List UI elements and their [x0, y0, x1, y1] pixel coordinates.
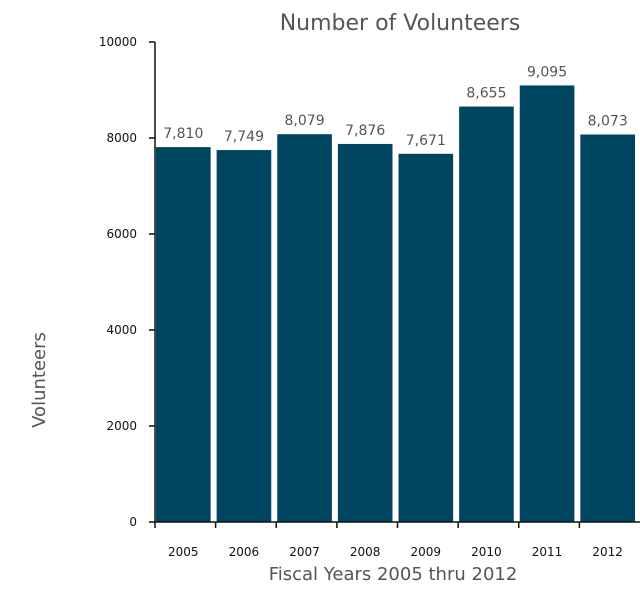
y-axis-title: Volunteers: [29, 332, 50, 428]
x-tick-label-2007: 2007: [289, 545, 320, 559]
y-axis-ticks: 0 2000 4000 6000 8000 10000: [99, 35, 155, 529]
data-label-2009: 7,671: [406, 133, 446, 149]
y-tick-label-4000: 4000: [106, 323, 137, 337]
x-tick-label-2012: 2012: [592, 545, 623, 559]
x-tick-label-2006: 2006: [229, 545, 260, 559]
data-labels: 7,810 7,749 8,079 7,876 7,671 8,655 9,095 8,073: [163, 64, 627, 148]
x-axis-title: Fiscal Years 2005 thru 2012: [269, 564, 518, 585]
x-tick-label-2008: 2008: [350, 545, 381, 559]
x-tick-label-2005: 2005: [168, 545, 199, 559]
y-tick-label-2000: 2000: [106, 419, 137, 433]
x-tick-label-2009: 2009: [411, 545, 442, 559]
data-label-2007: 8,079: [285, 113, 325, 129]
data-label-2006: 7,749: [224, 129, 264, 145]
data-label-2008: 7,876: [345, 123, 385, 139]
bar-2007: [277, 134, 332, 522]
x-tick-label-2011: 2011: [532, 545, 563, 559]
bar-2011: [519, 85, 575, 522]
bar-2008: [337, 143, 393, 522]
bar-2005: [156, 147, 211, 522]
bar-2012: [580, 134, 635, 522]
bar-2009: [398, 153, 454, 523]
x-axis-ticks: 2005 2006 2007 2008 2009 2010 2011 2012: [154, 522, 623, 559]
chart-title: Number of Volunteers: [280, 11, 521, 36]
bar-2010: [459, 106, 514, 522]
data-label-2011: 9,095: [527, 64, 567, 80]
y-tick-label-0: 0: [129, 515, 137, 529]
x-tick-label-2010: 2010: [471, 545, 502, 559]
data-label-2012: 8,073: [588, 113, 628, 129]
bar-series: [156, 85, 635, 523]
data-label-2005: 7,810: [163, 126, 203, 142]
y-tick-label-6000: 6000: [106, 227, 137, 241]
y-tick-label-8000: 8000: [106, 131, 137, 145]
data-label-2010: 8,655: [466, 86, 506, 102]
bar-2006: [216, 150, 272, 522]
y-tick-label-10000: 10000: [99, 35, 137, 49]
